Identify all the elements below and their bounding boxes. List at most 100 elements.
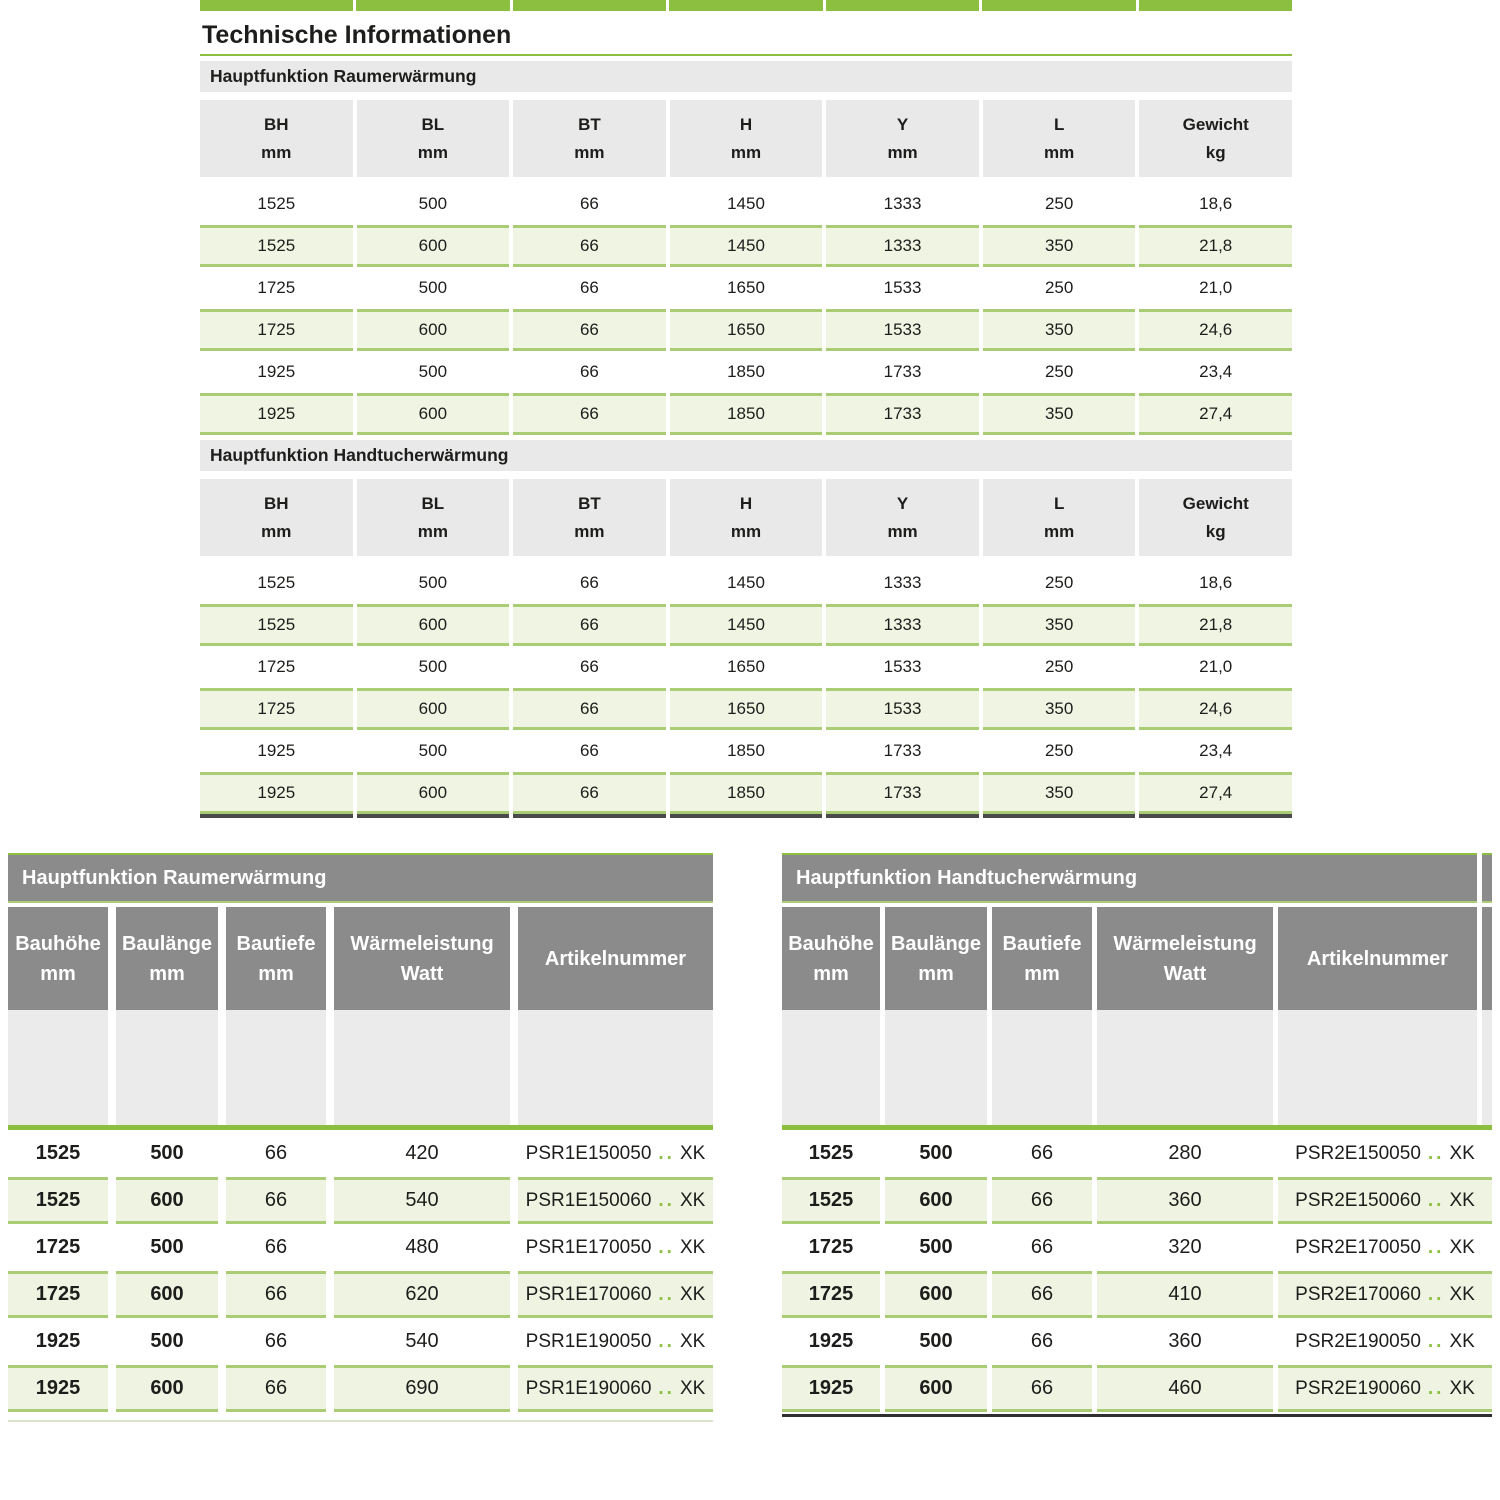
table-row: 1725 600 66 620 PSR1E170060.. XK [8,1271,713,1318]
table-cell: 1925 [257,741,296,760]
baulaenge-cell: 600 [116,1271,218,1318]
column-header-line1: Gewicht [1182,494,1249,514]
table-cell: 1533 [826,309,979,351]
artikelnummer-suffix: XK [1449,1236,1475,1258]
column-header-line2: mm [417,521,448,541]
table-cell: 1650 [727,278,765,297]
table-row: 1925 600 66 460 PSR2E190060.. XK [782,1365,1492,1412]
artikelnummer-suffix: XK [1449,1142,1475,1164]
table-cell: 1725 [257,278,296,297]
column-header-line2: mm [813,962,849,985]
table-cell: 1925 [200,393,353,435]
column-header-row: Bauhöhe mm Baulänge mm Bautiefe mm Wärmeleistu… [782,907,1492,1010]
table-cell: 500 [418,573,448,592]
waermeleistung-cell: 410 [1097,1271,1273,1318]
table-cell: 1733 [883,741,922,760]
page-title: Technische Informationen [202,21,512,49]
table-row: 1525 600 66 1450 1333 350 21,8 [200,225,1292,267]
column-header-line2: mm [149,962,185,985]
column-header-cell: BL mm [356,479,510,556]
accent-bar-segment [669,0,823,11]
column-header-line1: BH [264,494,289,514]
column-header-line1: Bauhöhe [15,932,101,955]
edge-sliver [1482,1010,1492,1125]
table-rows: 1525 500 66 1450 1333 250 18,6 1525 600 66 1450 133… [200,183,1292,435]
column-header-line1: Y [896,494,909,514]
table-cell: 1525 [200,604,353,646]
artikelnummer-suffix: XK [679,1236,706,1258]
table-cell: 250 [1044,194,1074,213]
column-header-line2: mm [1044,142,1075,162]
bautiefe-cell: 66 [992,1271,1092,1318]
column-header-line2: Watt [1163,962,1207,985]
article-table-raumerwaermung: Hauptfunktion Raumerwärmung Bauhöhe mm Baul… [8,853,713,1422]
table-bottom-border-segment [200,814,353,818]
bauhoehe-cell: 1525 [35,1142,81,1164]
artikelnummer-suffix: XK [679,1142,706,1164]
waermeleistung-cell: 540 [334,1177,510,1224]
column-header-cell: Bauhöhe mm [8,907,108,1010]
column-header-line2: mm [574,521,605,541]
table-cell: 250 [1044,657,1074,676]
waermeleistung-cell: 690 [334,1365,510,1412]
table-cell: 23,4 [1199,362,1233,381]
table-row: 1525 600 66 360 PSR2E150060.. XK [782,1177,1492,1224]
column-header-line1: H [739,115,753,135]
table-cell: 250 [1044,741,1074,760]
table-cell: 66 [513,688,666,730]
artikelnummer-cell: PSR2E150060.. XK [1278,1177,1492,1224]
column-header-line2: mm [258,962,294,985]
table-cell: 1450 [669,604,823,646]
table-cell: 350 [982,309,1136,351]
artikelnummer-suffix: XK [1449,1189,1475,1211]
bautiefe-cell: 66 [992,1365,1092,1412]
table-cell: 66 [513,225,666,267]
table-cell: 1925 [257,362,296,381]
table-bottom-border [200,814,1292,818]
artikelnummer-code: PSR1E170050 [525,1236,652,1258]
table-row: 1525 500 66 1450 1333 250 18,6 [200,562,1292,604]
table-cell: 500 [418,362,448,381]
artikelnummer-cell: PSR1E170050.. XK [518,1224,713,1271]
table-cell: 1450 [727,573,765,592]
table-row: 1725 600 66 1650 1533 350 24,6 [200,309,1292,351]
column-header-line2: Watt [400,962,444,985]
table-cell: 600 [356,772,510,814]
accent-bar-segment [356,0,510,11]
artikelnummer-cell: PSR2E190060.. XK [1278,1365,1492,1412]
baulaenge-cell: 600 [885,1365,987,1412]
section-band: Hauptfunktion Raumerwärmung [200,61,1292,92]
artikelnummer-code: PSR1E150050 [525,1142,652,1164]
table-row: 1925 500 66 1850 1733 250 23,4 [200,730,1292,772]
green-divider [782,1125,1492,1130]
bauhoehe-cell: 1525 [808,1142,854,1164]
artikelnummer-cell: PSR2E170060.. XK [1278,1271,1492,1318]
accent-bar-segment [512,0,667,11]
bautiefe-cell: 66 [1030,1330,1054,1352]
table-cell: 500 [418,194,448,213]
table-cell: 600 [356,225,510,267]
table-cell: 600 [356,688,510,730]
column-header-line1: H [739,494,753,514]
spacer-row [782,1010,1492,1125]
dimension-tables: Hauptfunktion Raumerwärmung BH mm BL mm BT mm H… [200,61,1292,818]
table-cell: 1850 [727,741,765,760]
table-cell: 350 [982,772,1136,814]
table-bottom-border-segment [982,814,1136,818]
bautiefe-cell: 66 [264,1142,288,1164]
artikelnummer-cell: PSR2E150050.. XK [1278,1130,1492,1177]
table-row: 1925 600 66 1850 1733 350 27,4 [200,772,1292,814]
artikelnummer-code: PSR2E170050 [1295,1236,1421,1258]
table-cell: 250 [1044,573,1074,592]
column-header-cell: Artikelnummer [1278,907,1477,1010]
bautiefe-cell: 66 [226,1271,326,1318]
bauhoehe-cell: 1725 [35,1236,81,1258]
table-cell: 1850 [669,772,823,814]
artikelnummer-suffix: XK [679,1377,706,1399]
bautiefe-cell: 66 [226,1365,326,1412]
table-cell: 1925 [200,772,353,814]
table-cell: 66 [579,657,599,676]
column-header-line1: Bautiefe [236,932,316,955]
